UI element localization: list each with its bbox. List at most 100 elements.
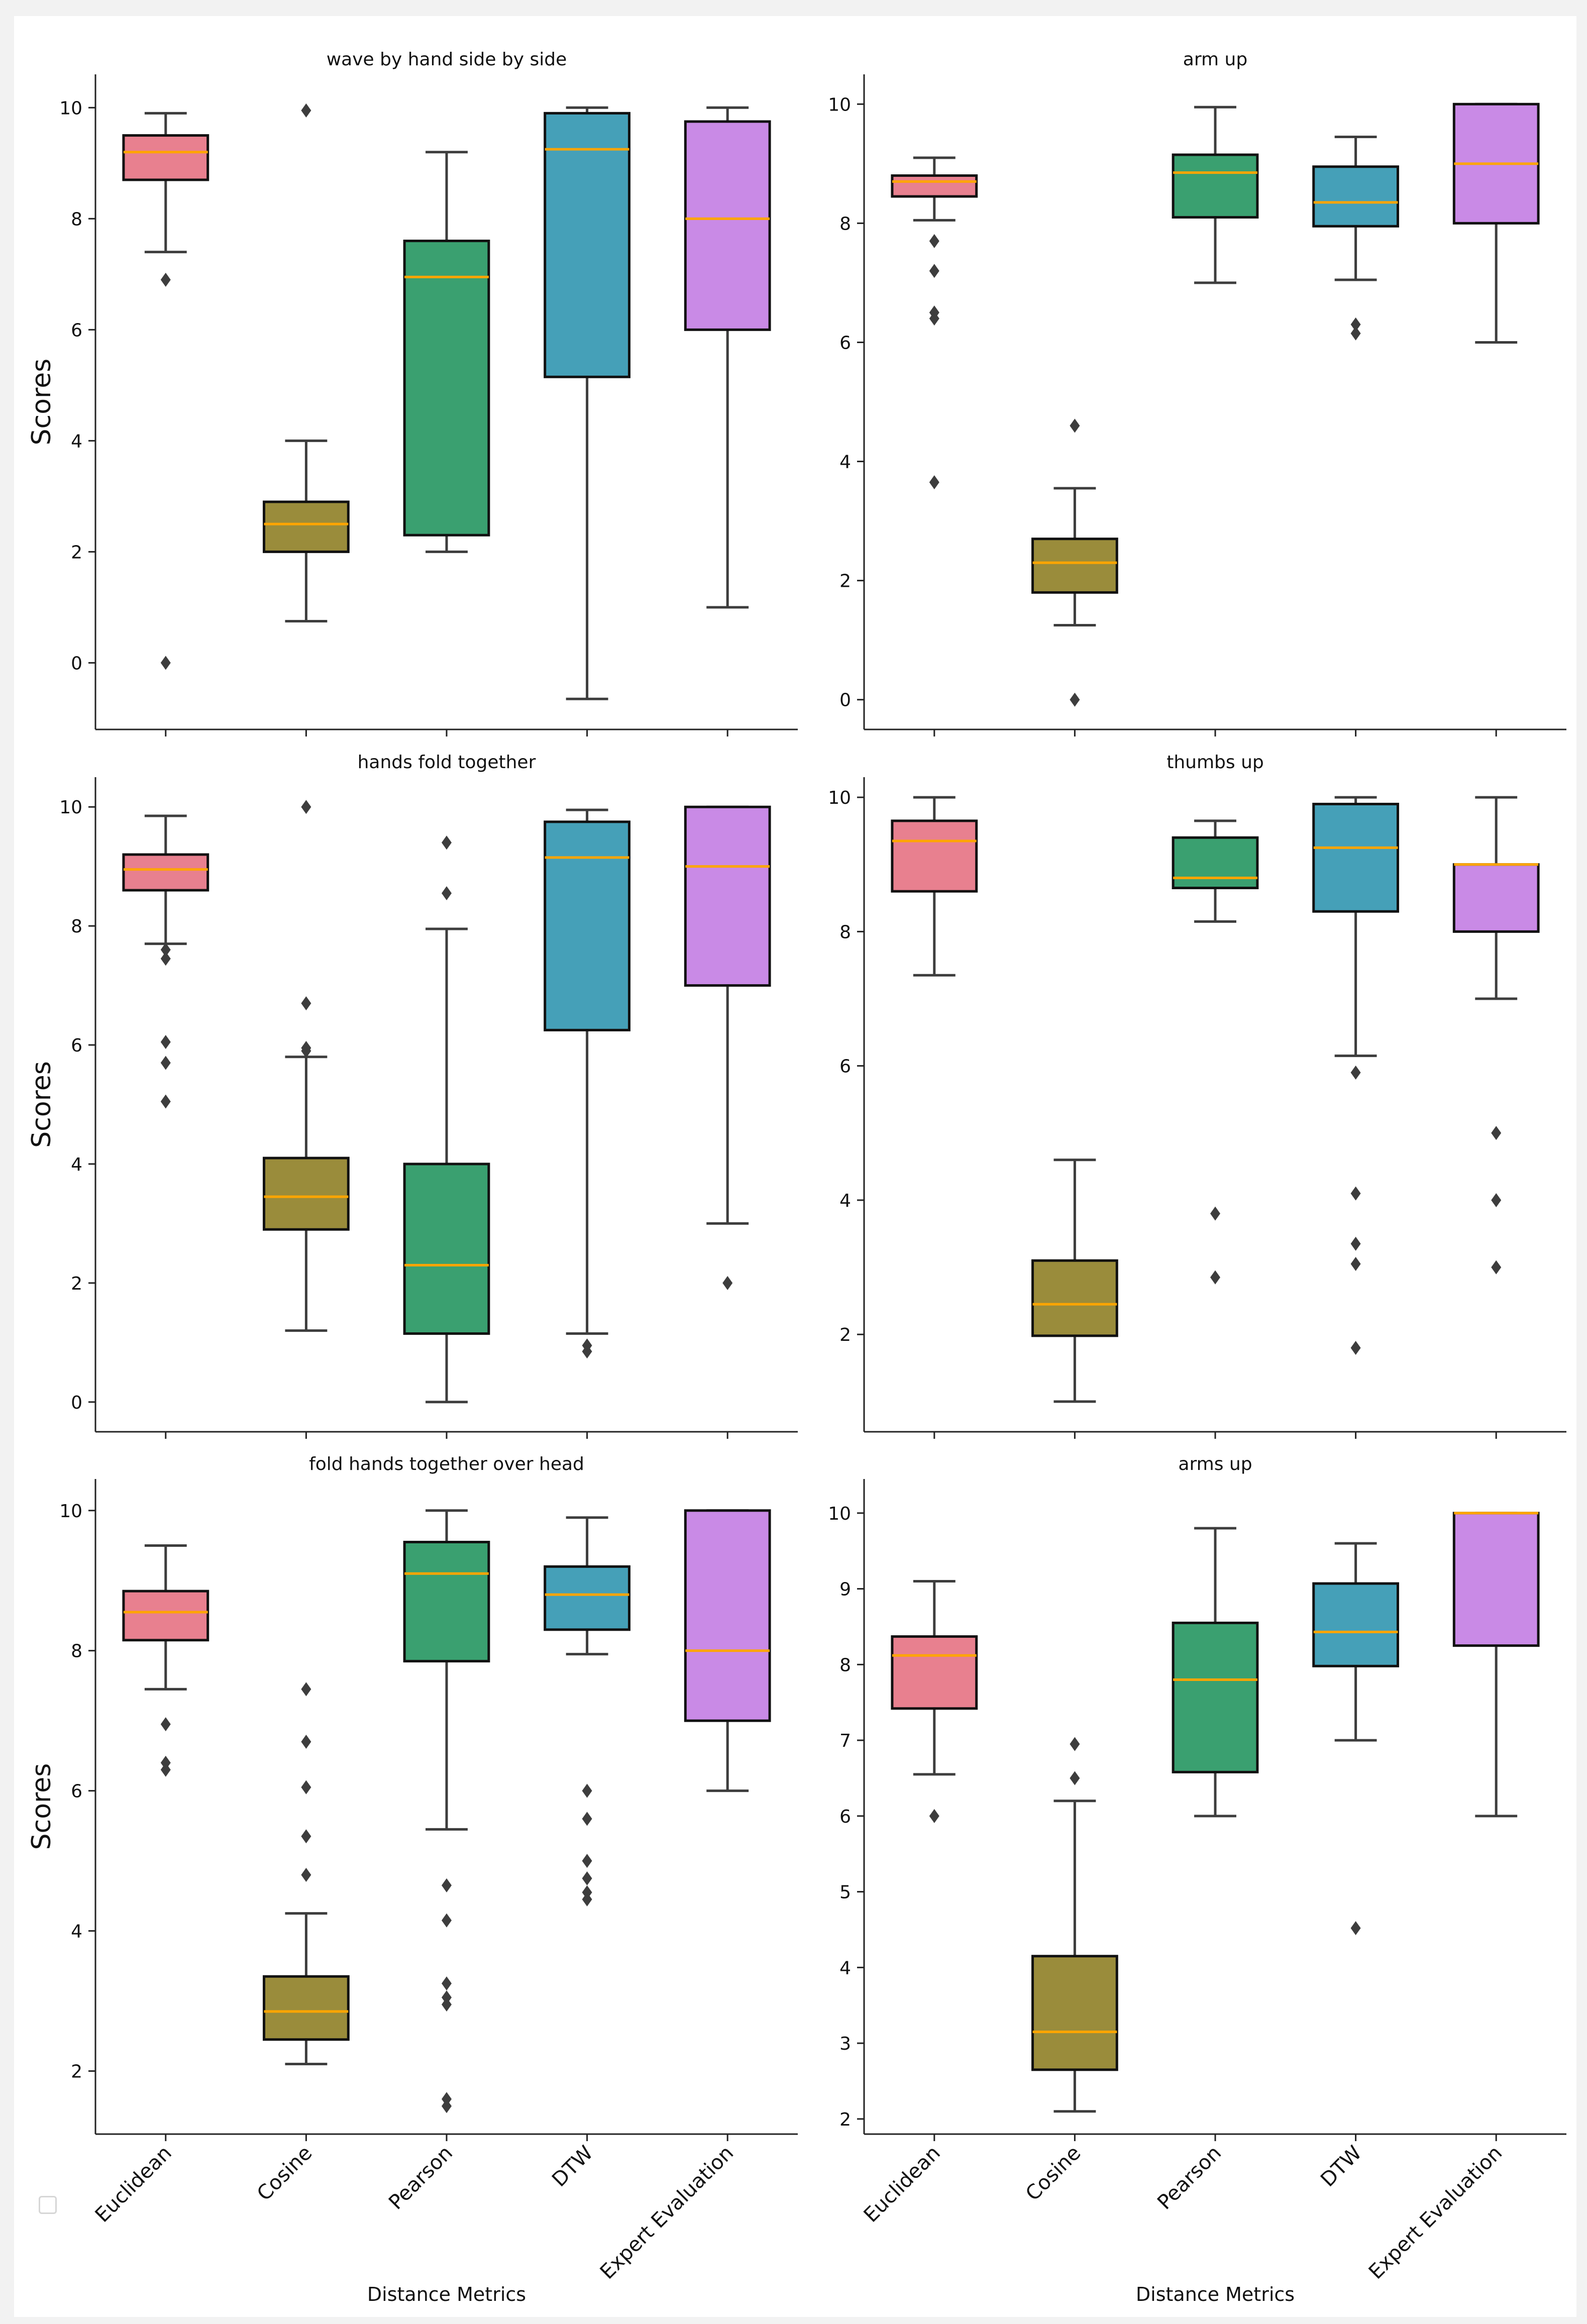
figure: wave by hand side by side 0 2 4 6 8 10 Scores ar… xyxy=(14,16,1576,2317)
outlier-point xyxy=(160,1055,171,1070)
outlier-point xyxy=(301,1043,311,1058)
box-body xyxy=(544,1565,630,1631)
y-tick-label: 7 xyxy=(839,1731,851,1751)
outlier-point xyxy=(1070,1737,1080,1751)
y-tick-label: 0 xyxy=(71,1393,82,1413)
outlier-point xyxy=(301,1780,311,1794)
outlier-point xyxy=(582,1854,592,1868)
box-expert-evaluation xyxy=(1452,796,1540,1275)
outlier-point xyxy=(722,1276,733,1290)
outlier-point xyxy=(582,1812,592,1826)
box-body xyxy=(122,853,209,892)
outlier-point xyxy=(582,1871,592,1885)
box-body xyxy=(1172,153,1259,219)
y-tick-label: 0 xyxy=(839,690,851,711)
subplot-1: wave by hand side by side 0 2 4 6 8 10 Scores xyxy=(27,49,798,736)
y-tick-label: 10 xyxy=(59,98,82,119)
y-tick-label: 6 xyxy=(839,333,851,353)
outlier-point xyxy=(1491,1126,1502,1140)
y-tick-label: 8 xyxy=(71,209,82,230)
y-tick-label: 10 xyxy=(828,788,851,808)
box-body xyxy=(1172,836,1259,890)
outlier-point xyxy=(1350,326,1361,341)
box-expert-evaluation xyxy=(1452,102,1540,344)
outlier-point xyxy=(582,1783,592,1798)
outlier-point xyxy=(929,311,939,326)
y-tick-label: 4 xyxy=(71,1154,82,1175)
box-cosine xyxy=(263,800,350,1332)
y-tick-label: 2 xyxy=(71,542,82,563)
outlier-point xyxy=(442,1878,452,1892)
y-tick-label: 6 xyxy=(71,320,82,341)
y-tick-label: 6 xyxy=(71,1035,82,1056)
outlier-point xyxy=(301,1867,311,1882)
x-tick-label: Cosine xyxy=(1021,2142,1086,2206)
y-tick-label: 8 xyxy=(71,916,82,937)
box-body xyxy=(1172,1621,1259,1773)
box-pearson xyxy=(403,1509,490,2114)
outlier-point xyxy=(582,1892,592,1907)
outlier-point xyxy=(160,1762,171,1777)
outlier-point xyxy=(301,1734,311,1749)
x-tick-label: DTW xyxy=(548,2142,598,2192)
box-body xyxy=(263,1975,350,2041)
box-body xyxy=(891,819,978,893)
box-body xyxy=(1031,1259,1118,1337)
y-tick-label: 4 xyxy=(839,452,851,473)
outlier-point xyxy=(442,1976,452,1991)
box-body xyxy=(544,112,630,378)
box-body xyxy=(1031,538,1118,594)
x-axis-label: Distance Metrics xyxy=(1136,2283,1295,2305)
outlier-point xyxy=(1350,1256,1361,1271)
y-tick-label: 10 xyxy=(59,1501,82,1522)
box-pearson xyxy=(1172,1527,1259,1818)
x-tick-label: Euclidean xyxy=(860,2142,945,2227)
box-euclidean xyxy=(122,814,209,1109)
subplot-5: fold hands together over head 2 4 6 8 10 Score… xyxy=(27,1454,798,2305)
box-body xyxy=(544,820,630,1031)
subplot-title: thumbs up xyxy=(1167,752,1264,773)
box-plot-grid: wave by hand side by side 0 2 4 6 8 10 Scores ar… xyxy=(27,49,1566,2305)
outlier-point xyxy=(1070,418,1080,433)
x-tick-label: Expert Evaluation xyxy=(1364,2142,1507,2284)
box-euclidean xyxy=(122,112,209,670)
box-body xyxy=(122,1590,209,1642)
box-euclidean xyxy=(891,1580,978,1823)
y-tick-label: 4 xyxy=(71,431,82,452)
y-tick-label: 5 xyxy=(839,1882,851,1903)
box-body xyxy=(403,240,490,537)
box-body xyxy=(263,1156,350,1231)
box-body xyxy=(403,1163,490,1335)
box-body xyxy=(122,134,209,181)
y-tick-label: 6 xyxy=(71,1781,82,1802)
box-body xyxy=(684,805,771,987)
box-pearson xyxy=(403,835,490,1404)
outlier-point xyxy=(1070,692,1080,707)
outlier-point xyxy=(1070,1771,1080,1785)
outlier-point xyxy=(442,1913,452,1928)
outlier-point xyxy=(301,800,311,814)
box-dtw xyxy=(544,106,630,700)
y-tick-label: 6 xyxy=(839,1807,851,1827)
box-body xyxy=(891,1635,978,1710)
box-expert-evaluation xyxy=(684,106,771,609)
y-axis-label: Scores xyxy=(27,359,57,446)
x-tick-label: Pearson xyxy=(1153,2142,1226,2214)
box-body xyxy=(1452,863,1540,933)
outlier-point xyxy=(1350,317,1361,332)
outlier-point xyxy=(929,264,939,278)
box-body xyxy=(684,1509,771,1722)
outlier-point xyxy=(160,656,171,670)
legend-toggle-checkbox[interactable] xyxy=(39,2196,57,2214)
subplot-6: arms up 2 3 4 5 6 7 8 9 10 Euclidean Cosine Pearson D… xyxy=(828,1454,1566,2305)
y-tick-label: 10 xyxy=(828,1504,851,1524)
y-tick-label: 9 xyxy=(839,1579,851,1600)
x-tick-label: Pearson xyxy=(384,2142,457,2214)
box-body xyxy=(1312,802,1399,913)
y-tick-label: 4 xyxy=(71,1922,82,1942)
box-cosine xyxy=(263,103,350,623)
box-dtw xyxy=(1312,135,1399,341)
outlier-point xyxy=(442,886,452,900)
box-pearson xyxy=(1172,819,1259,1285)
subplot-3: hands fold together 0 2 4 6 8 10 Scores xyxy=(27,752,798,1439)
